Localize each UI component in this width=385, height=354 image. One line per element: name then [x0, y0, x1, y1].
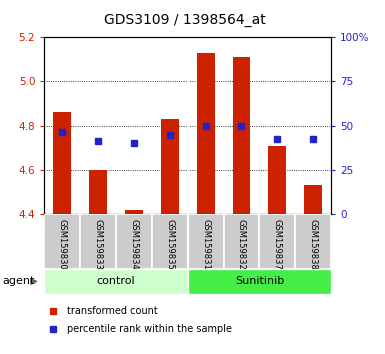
Text: GDS3109 / 1398564_at: GDS3109 / 1398564_at — [104, 12, 266, 27]
Text: GSM159835: GSM159835 — [165, 218, 174, 269]
Bar — [295, 214, 331, 269]
Text: GSM159830: GSM159830 — [58, 218, 67, 269]
Text: GSM159833: GSM159833 — [94, 218, 102, 269]
Bar — [188, 269, 331, 294]
Bar — [224, 214, 259, 269]
Bar — [197, 53, 214, 214]
Bar — [44, 269, 188, 294]
Bar — [161, 119, 179, 214]
Bar — [53, 113, 71, 214]
Bar — [116, 214, 152, 269]
Bar — [80, 214, 116, 269]
Bar — [259, 214, 295, 269]
Bar — [304, 185, 322, 214]
Bar — [89, 170, 107, 214]
Text: GSM159838: GSM159838 — [309, 218, 318, 269]
Bar — [188, 214, 224, 269]
Text: GSM159837: GSM159837 — [273, 218, 282, 269]
Text: GSM159832: GSM159832 — [237, 218, 246, 269]
Text: GSM159831: GSM159831 — [201, 218, 210, 269]
Text: Sunitinib: Sunitinib — [235, 276, 284, 286]
Text: agent: agent — [2, 276, 34, 286]
Text: control: control — [97, 276, 135, 286]
Bar — [268, 145, 286, 214]
Text: GSM159834: GSM159834 — [129, 218, 139, 269]
Bar — [152, 214, 188, 269]
Text: percentile rank within the sample: percentile rank within the sample — [67, 324, 232, 333]
Text: transformed count: transformed count — [67, 306, 158, 316]
Bar — [125, 210, 143, 214]
Bar — [233, 57, 250, 214]
Bar — [44, 214, 80, 269]
